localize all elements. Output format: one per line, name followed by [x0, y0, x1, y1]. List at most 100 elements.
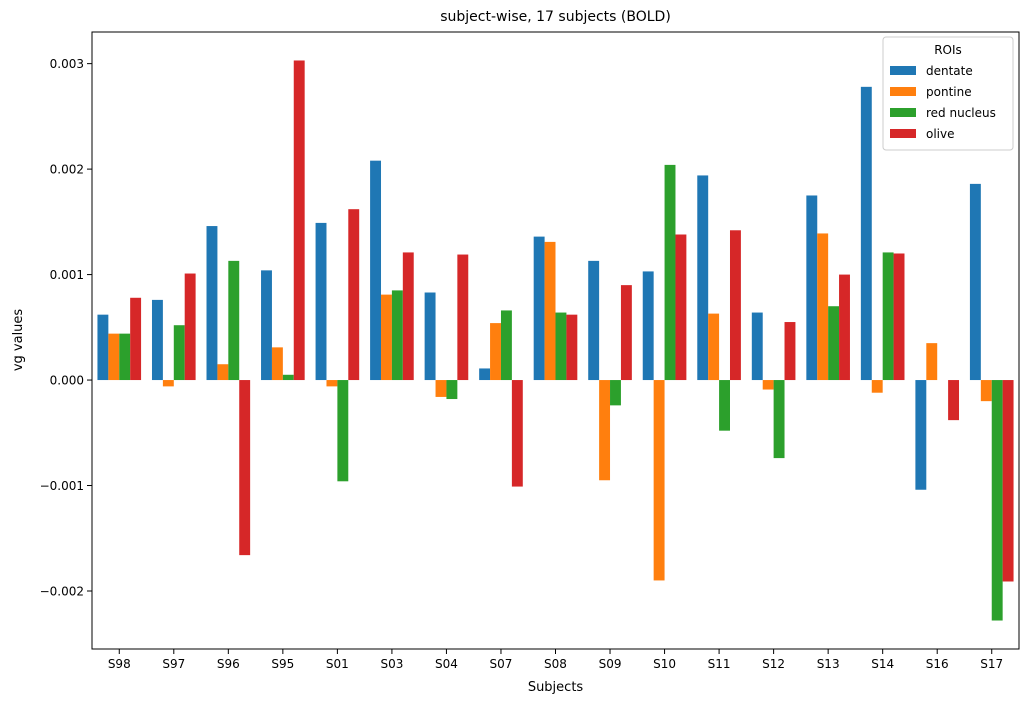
bar-pontine-S98	[108, 333, 120, 381]
bar-dentate-S07	[479, 368, 491, 381]
bar-olive-S12	[784, 322, 796, 381]
bar-red-nucleus-S04	[446, 380, 458, 400]
bar-pontine-S97	[162, 380, 174, 387]
legend-swatch-red-nucleus	[890, 108, 916, 117]
x-tick-label: S10	[653, 657, 676, 671]
bar-red-nucleus-S08	[555, 312, 567, 381]
y-axis: −0.002 −0.001 0.000 0.001 0.002 0.003	[40, 57, 92, 598]
x-tick-label: S95	[271, 657, 294, 671]
bar-red-nucleus-S09	[610, 380, 621, 406]
bar-pontine-S03	[381, 294, 392, 381]
bar-pontine-S04	[435, 380, 447, 397]
bar-olive-S97	[184, 273, 196, 381]
y-tick-label: −0.001	[40, 479, 84, 493]
bar-red-nucleus-S98	[119, 333, 131, 381]
x-axis: S98 S97 S96 S95 S01 S03 S04 S07 S08 S09 S10 S11 S12 S…	[108, 649, 1003, 671]
legend-swatch-pontine	[890, 87, 916, 96]
x-tick-label: S11	[708, 657, 731, 671]
bars-layer	[97, 60, 1014, 621]
x-tick-label: S13	[817, 657, 840, 671]
bar-olive-S16	[948, 380, 960, 421]
legend-label-olive: olive	[926, 127, 955, 141]
bar-red-nucleus-S01	[337, 380, 349, 482]
bar-red-nucleus-S17	[991, 380, 1003, 621]
bar-red-nucleus-S95	[282, 374, 294, 381]
bar-dentate-S16	[915, 380, 927, 490]
bar-dentate-S14	[860, 86, 872, 381]
bar-dentate-S09	[588, 260, 600, 381]
x-axis-label: Subjects	[528, 680, 584, 695]
bar-dentate-S97	[151, 299, 163, 381]
bar-red-nucleus-S11	[719, 380, 730, 431]
legend-title: ROIs	[934, 43, 962, 57]
bar-olive-S07	[511, 380, 523, 487]
y-tick-label: 0.000	[50, 374, 84, 388]
bar-dentate-S11	[697, 175, 709, 381]
bar-red-nucleus-S12	[773, 380, 785, 459]
y-tick-label: 0.002	[50, 163, 84, 177]
bar-olive-S11	[729, 230, 741, 381]
x-tick-label: S12	[762, 657, 785, 671]
bar-dentate-S08	[533, 236, 545, 381]
bar-dentate-S01	[315, 222, 327, 381]
bar-olive-S98	[130, 297, 142, 381]
bar-olive-S04	[457, 254, 469, 381]
legend-swatch-olive	[890, 129, 916, 138]
bar-pontine-S17	[980, 380, 992, 402]
bar-dentate-S13	[806, 195, 818, 381]
bar-olive-S13	[839, 274, 850, 381]
bar-pontine-S96	[217, 364, 229, 381]
bar-pontine-S01	[326, 380, 338, 387]
bar-red-nucleus-S10	[664, 164, 676, 381]
bar-pontine-S95	[271, 347, 283, 381]
x-tick-label: S01	[326, 657, 349, 671]
chart-title: subject-wise, 17 subjects (BOLD)	[440, 9, 671, 25]
bar-dentate-S95	[261, 270, 272, 381]
x-tick-label: S16	[926, 657, 949, 671]
bar-pontine-S07	[490, 323, 501, 381]
bar-olive-S96	[239, 380, 251, 556]
x-tick-label: S17	[980, 657, 1003, 671]
legend-box	[882, 36, 1014, 151]
bar-pontine-S11	[708, 313, 720, 381]
bar-pontine-S09	[599, 380, 611, 481]
legend: ROIs dentate pontine red nucleus olive	[882, 36, 1014, 151]
legend-label-red-nucleus: red nucleus	[926, 106, 996, 120]
bar-red-nucleus-S14	[882, 252, 894, 381]
x-tick-label: S08	[544, 657, 567, 671]
bar-olive-S09	[620, 285, 632, 381]
bar-dentate-S04	[424, 292, 436, 381]
bar-red-nucleus-S07	[500, 310, 512, 381]
bar-dentate-S12	[751, 312, 763, 381]
bar-olive-S14	[893, 253, 905, 381]
y-tick-label: −0.002	[40, 584, 84, 598]
bar-dentate-S98	[97, 314, 109, 381]
bar-pontine-S14	[871, 380, 883, 393]
bar-olive-S08	[566, 314, 578, 381]
legend-label-dentate: dentate	[926, 64, 973, 78]
y-tick-label: 0.003	[50, 57, 84, 71]
bar-pontine-S13	[817, 233, 829, 381]
bar-dentate-S10	[642, 271, 654, 381]
bar-red-nucleus-S96	[228, 260, 240, 381]
x-tick-label: S14	[871, 657, 894, 671]
bar-red-nucleus-S13	[828, 306, 840, 381]
x-tick-label: S03	[380, 657, 403, 671]
bar-dentate-S96	[206, 226, 218, 381]
bar-olive-S17	[1002, 380, 1014, 582]
bar-olive-S10	[675, 234, 687, 381]
bar-pontine-S16	[926, 343, 938, 381]
bar-dentate-S03	[370, 160, 382, 381]
bar-dentate-S17	[969, 183, 981, 381]
y-axis-label: vg values	[11, 309, 26, 372]
bar-olive-S03	[402, 252, 414, 381]
bar-red-nucleus-S03	[391, 290, 403, 381]
legend-swatch-dentate	[890, 66, 916, 75]
y-tick-label: 0.001	[50, 268, 84, 282]
bar-pontine-S12	[762, 380, 774, 390]
x-tick-label: S07	[490, 657, 513, 671]
x-tick-label: S04	[435, 657, 458, 671]
bar-olive-S95	[293, 60, 305, 381]
bar-pontine-S10	[653, 380, 665, 581]
